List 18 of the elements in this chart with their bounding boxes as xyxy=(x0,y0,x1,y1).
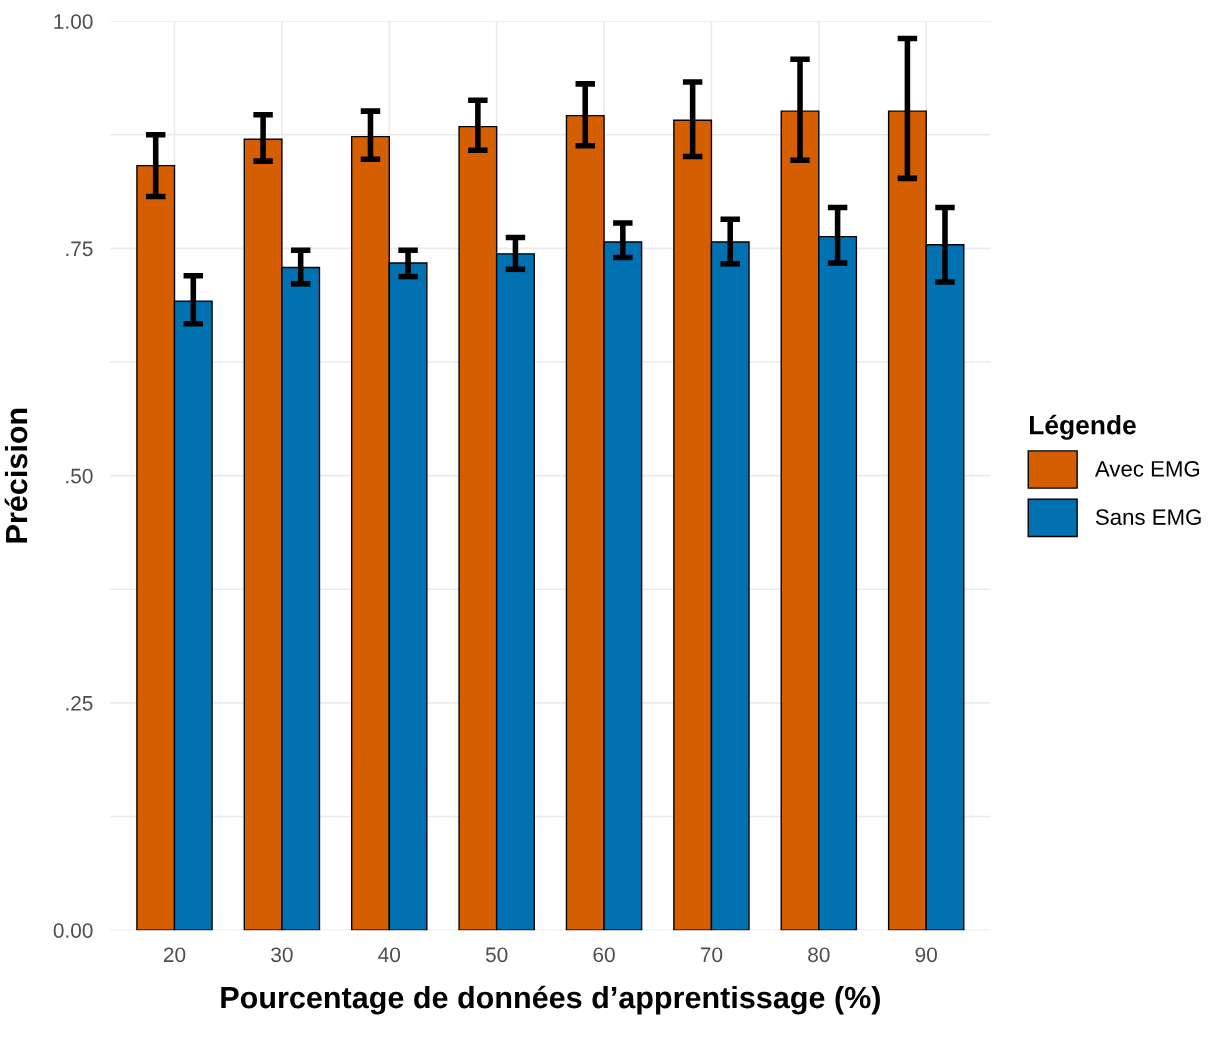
y-axis-title: Précision xyxy=(4,408,28,543)
x-tick-label: 50 xyxy=(485,947,508,963)
x-tick-label: 40 xyxy=(378,947,401,963)
x-tick-label: 80 xyxy=(808,947,830,963)
y-tick-label: .25 xyxy=(66,695,93,711)
legend-label: Avec EMG xyxy=(1094,460,1200,477)
x-tick-label: 70 xyxy=(700,947,723,963)
x-tick-label: 30 xyxy=(271,947,293,963)
x-tick-label: 90 xyxy=(915,947,937,963)
legend-title: Légende xyxy=(1030,414,1136,440)
x-axis-title: Pourcentage de données d’apprentissage (%) xyxy=(221,985,880,1015)
y-tick-label: .50 xyxy=(66,468,93,484)
legend-label: Sans EMG xyxy=(1095,509,1201,526)
x-tick-label: 60 xyxy=(593,947,615,963)
x-tick-label: 20 xyxy=(163,947,186,963)
y-tick-label: 1.00 xyxy=(54,14,93,29)
y-tick-label: .75 xyxy=(66,241,93,257)
y-tick-label: 0.00 xyxy=(53,923,93,938)
